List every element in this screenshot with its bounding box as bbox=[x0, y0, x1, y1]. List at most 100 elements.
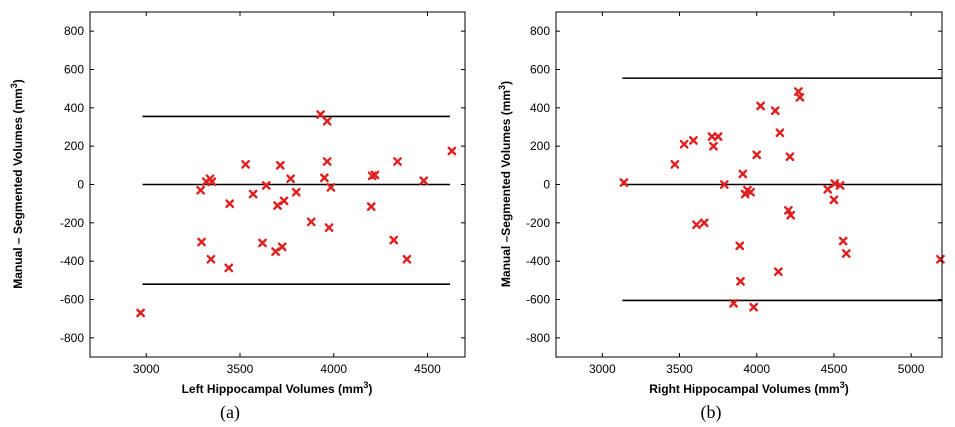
panel-a-data-point bbox=[402, 254, 412, 264]
panel-a-plot-frame bbox=[89, 11, 466, 358]
panel-b-data-point-stroke bbox=[679, 139, 689, 149]
panel-a: 3000 3500 4000 4500 -800 -600 -400 -200 0 200 400 6… bbox=[9, 11, 466, 423]
panel-b-data-point bbox=[775, 128, 785, 138]
panel-b-data-point bbox=[619, 178, 629, 187]
panel-a-data-point bbox=[279, 196, 289, 206]
panel-b-y-tick-label: 400 bbox=[530, 101, 550, 115]
panel-a-data-point bbox=[419, 176, 429, 186]
panel-b-y-axis-label: Manual –Segmented Volumes (mm3) bbox=[497, 81, 513, 287]
panel-a-data-point-stroke bbox=[273, 201, 282, 210]
panel-a-data-point bbox=[197, 237, 206, 247]
panel-b-data-point bbox=[670, 159, 680, 169]
panel-a-data-point bbox=[277, 242, 287, 252]
panel-a-y-tick-label: 800 bbox=[64, 24, 84, 38]
panel-b-data-point-stroke bbox=[829, 195, 839, 205]
panel-a-data-point bbox=[366, 202, 376, 211]
panel-a-x-tick-label: 3500 bbox=[227, 362, 254, 376]
panel-a-data-point bbox=[225, 199, 235, 209]
panel-b-data-point bbox=[735, 241, 745, 251]
panel-b-data-point bbox=[738, 169, 748, 179]
panel-a-data-point bbox=[322, 116, 332, 126]
panel-b-data-point-stroke bbox=[749, 302, 759, 312]
panel-a-data-point-stroke bbox=[275, 160, 285, 170]
panel-a-y-tick-label: 600 bbox=[64, 63, 84, 77]
panel-a-data-point bbox=[136, 308, 146, 318]
panel-b-data-point-stroke bbox=[783, 205, 793, 215]
panel-a-y-axis-label: Manual – Segmented Volumes (mm3) bbox=[9, 79, 25, 289]
panel-b-data-point-stroke bbox=[775, 128, 785, 138]
panel-b-data-point bbox=[773, 267, 783, 277]
panel-b-data-point-stroke bbox=[936, 254, 945, 264]
panel-a-data-point-stroke bbox=[196, 185, 206, 195]
panel-b-data-point-stroke bbox=[707, 132, 717, 141]
panel-a-data-point bbox=[322, 157, 332, 166]
panel-b-x-axis-label: Right Hippocampal Volumes (mm3) bbox=[649, 380, 848, 396]
panel-a-y-tick-label: -800 bbox=[60, 331, 84, 345]
panel-a-data-point bbox=[306, 217, 316, 227]
panel-a-data-point-stroke bbox=[136, 308, 146, 318]
panel-b-data-point-stroke bbox=[770, 106, 780, 116]
panel-a-data-point bbox=[206, 254, 216, 264]
panel-b-data-point bbox=[746, 187, 755, 197]
panel-a-data-point bbox=[261, 181, 271, 190]
panel-b-data-point-stroke bbox=[746, 187, 755, 197]
panel-b-y-tick-label: -200 bbox=[526, 216, 550, 230]
panel-b-data-point bbox=[729, 298, 738, 308]
panel-a-data-point-stroke bbox=[207, 177, 217, 187]
panel-b-data-point-stroke bbox=[823, 184, 833, 194]
panel-b-data-point-stroke bbox=[773, 267, 783, 277]
panel-b-data-point-stroke bbox=[785, 152, 795, 162]
panel-b-data-point bbox=[679, 139, 689, 149]
panel-b-data-point-stroke bbox=[752, 150, 762, 160]
panel-a-data-point-stroke bbox=[419, 176, 429, 186]
panel-a-data-point bbox=[273, 201, 282, 210]
panel-b-data-point-stroke bbox=[736, 276, 745, 286]
panel-b-data-point bbox=[783, 205, 793, 215]
panel-b-data-point bbox=[719, 180, 729, 189]
panel-b-data-point-stroke bbox=[619, 178, 629, 187]
panel-b-data-point bbox=[786, 210, 796, 220]
panel-a-y-tick-label: 0 bbox=[77, 178, 84, 192]
panel-a-caption: (a) bbox=[220, 402, 240, 423]
panel-b-y-tick-label: -600 bbox=[526, 293, 550, 307]
panel-a-data-point bbox=[326, 182, 336, 192]
panel-b-data-point-stroke bbox=[735, 241, 745, 251]
panel-b-data-point-stroke bbox=[709, 141, 718, 151]
panel-b-x-tick-label: 3500 bbox=[666, 362, 693, 376]
panel-b-data-point bbox=[709, 141, 718, 151]
panel-b-data-point-stroke bbox=[692, 220, 701, 230]
panel-a-data-point bbox=[248, 189, 258, 199]
panel-b-data-point-stroke bbox=[795, 92, 805, 102]
panel-b-data-point-stroke bbox=[699, 218, 709, 228]
panel-a-data-point bbox=[291, 187, 301, 197]
panel-a-x-tick-label: 3000 bbox=[133, 362, 160, 376]
panel-a-data-point bbox=[324, 223, 334, 233]
panel-b-data-point bbox=[795, 92, 805, 102]
panel-a-data-point-stroke bbox=[206, 254, 216, 264]
panel-b-x-tick-label: 4500 bbox=[821, 362, 848, 376]
panel-a-data-point-stroke bbox=[322, 157, 332, 166]
panel-a-data-point-stroke bbox=[393, 157, 402, 166]
panel-a-data-point bbox=[393, 157, 402, 166]
panel-b-data-point bbox=[838, 236, 848, 246]
panel-b-data-point bbox=[770, 106, 780, 116]
panel-b-x-tick-label: 3000 bbox=[589, 362, 616, 376]
panel-a-data-point-stroke bbox=[261, 181, 271, 190]
panel-a-data-point bbox=[224, 263, 234, 273]
panel-a-data-point-stroke bbox=[402, 254, 412, 264]
panel-a-data-point-stroke bbox=[279, 196, 289, 206]
panel-a-data-point-stroke bbox=[271, 247, 281, 256]
panel-b-data-point bbox=[713, 132, 723, 141]
panel-a-data-point bbox=[389, 235, 399, 245]
panel-b-data-point-stroke bbox=[689, 136, 698, 145]
panel-a-data-point-stroke bbox=[225, 199, 235, 209]
panel-b-y-tick-label: 800 bbox=[530, 24, 550, 38]
panel-a-data-point bbox=[319, 173, 329, 183]
panel-a-y-tick-label: -600 bbox=[60, 293, 84, 307]
panel-b-data-point bbox=[785, 152, 795, 162]
panel-a-data-point-stroke bbox=[324, 223, 334, 233]
panel-a-marks: 3000 3500 4000 4500 -800 -600 -400 -200 0 200 400 6… bbox=[60, 12, 465, 376]
panel-b-data-point-stroke bbox=[756, 101, 765, 111]
panel-a-data-point-stroke bbox=[258, 238, 267, 248]
